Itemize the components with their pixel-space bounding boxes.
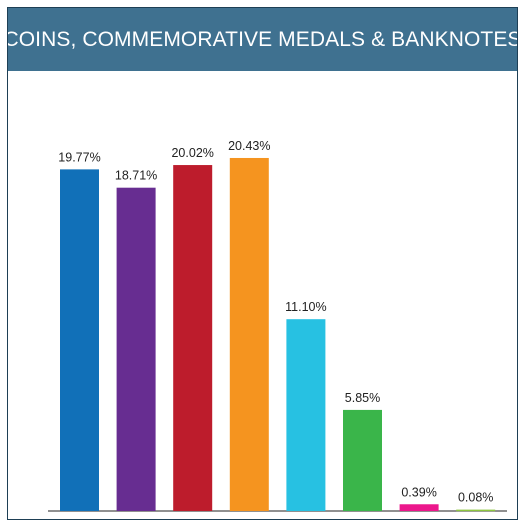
bar-2	[116, 187, 156, 511]
bar-value-label-2: 18.71%	[115, 169, 157, 183]
chart-title: COINS, COMMEMORATIVE MEDALS & BANKNOTES	[7, 27, 518, 51]
bar-7	[399, 504, 439, 511]
chart-header: COINS, COMMEMORATIVE MEDALS & BANKNOTES	[8, 8, 517, 71]
bar-value-label-1: 19.77%	[58, 150, 100, 164]
bar-6	[343, 409, 382, 511]
bar-5	[286, 319, 326, 511]
bar-value-label-3: 20.02%	[171, 146, 213, 160]
bar-value-label-6: 5.85%	[345, 391, 380, 405]
bar-value-label-5: 11.10%	[285, 300, 326, 314]
bar-1	[60, 169, 99, 512]
bar-value-label-7: 0.39%	[401, 485, 436, 499]
bar-3	[173, 165, 213, 512]
value-labels-group: 19.77% 18.71% 20.02% 20.43% 11.10% 5.85% 0.39%…	[58, 139, 493, 505]
bar-value-label-8: 0.08%	[458, 491, 493, 505]
bar-value-label-4: 20.43%	[228, 139, 270, 153]
bar-4	[229, 157, 269, 511]
bars-group	[60, 157, 496, 512]
bar-8	[456, 509, 496, 512]
